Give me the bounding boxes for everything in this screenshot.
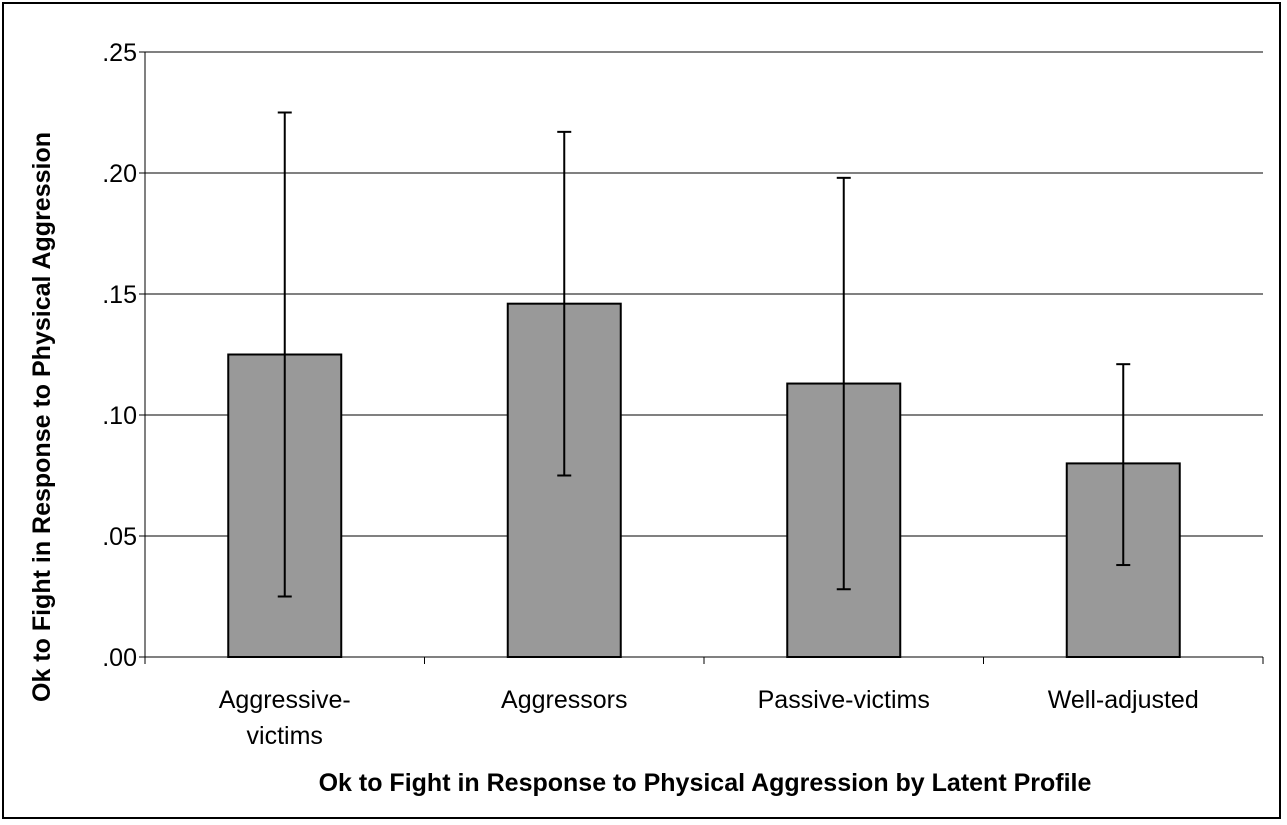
error-bars [277, 111, 1131, 598]
y-tick-labels: .00 .05 .10 .15 .20 .25 [102, 39, 137, 672]
x-category-label: Well-adjusted [1048, 686, 1199, 714]
x-category-label: Aggressive- [219, 686, 351, 714]
axes [139, 51, 1264, 664]
x-category-label: Aggressors [501, 686, 627, 714]
y-tick-label: .05 [102, 523, 137, 551]
bars [227, 302, 1181, 658]
x-category-label: Passive-victims [758, 686, 930, 714]
x-category-labels: Aggressive-victims Aggressors Passive-vict… [219, 686, 1199, 750]
y-tick-label: .25 [102, 39, 137, 67]
y-tick-label: .10 [102, 402, 137, 430]
x-axis-title: Ok to Fight in Response to Physical Aggr… [319, 769, 1092, 797]
x-category-label: victims [247, 722, 323, 750]
y-tick-label: .20 [102, 160, 137, 188]
y-tick-label: .15 [102, 281, 137, 309]
y-axis-title: Ok to Fight in Response to Physical Aggr… [28, 132, 56, 702]
y-tick-label: .00 [102, 644, 137, 672]
